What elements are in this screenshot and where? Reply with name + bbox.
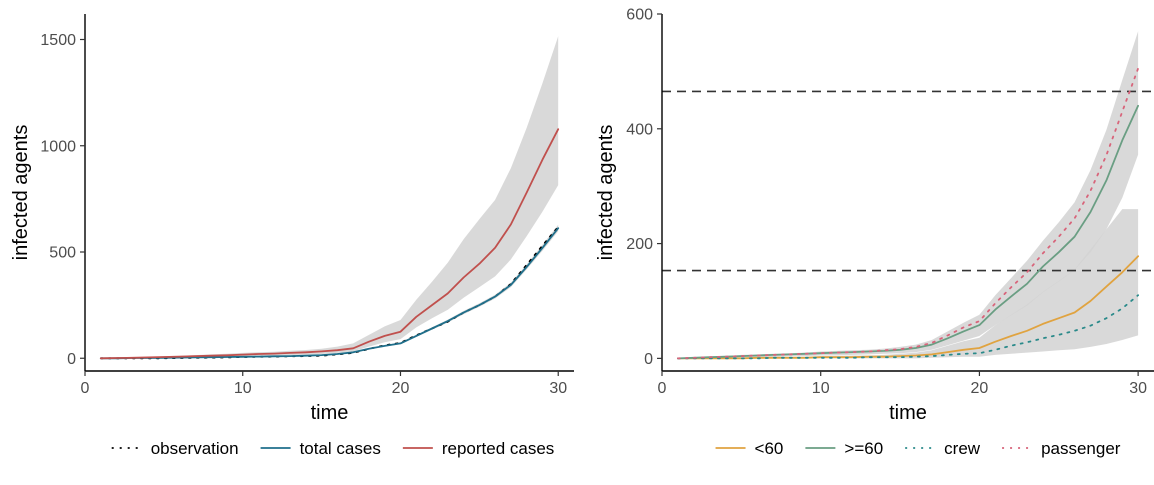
- y-tick-label: 500: [49, 245, 76, 262]
- x-tick-label: 30: [549, 380, 567, 397]
- y-tick-label: 0: [644, 351, 653, 368]
- legend-label-2: total cases: [300, 439, 381, 458]
- series-line-2: [677, 104, 1139, 360]
- legend-label-2: >=60: [844, 439, 883, 458]
- x-axis-title: time: [889, 402, 927, 424]
- y-axis-title: infected agents: [595, 125, 617, 261]
- y-tick-label: 1500: [40, 32, 76, 49]
- x-tick-label: 20: [971, 380, 989, 397]
- y-tick-label: 200: [626, 236, 653, 253]
- series-line-3: [677, 294, 1139, 360]
- x-tick-label: 10: [234, 380, 252, 397]
- chart-panel-1: 0 10 20 30 0 500 1000 1500 time infected agents ob…: [10, 14, 574, 458]
- legend: <60 >=60 crew passenger: [715, 439, 1121, 458]
- legend-label-3: crew: [944, 439, 981, 458]
- confidence-band-1: [677, 209, 1139, 359]
- series-line-3: [99, 128, 560, 360]
- confidence-band-3: [100, 36, 559, 359]
- legend: observation total cases reported cases: [111, 439, 554, 458]
- y-axis-title: infected agents: [10, 125, 32, 261]
- y-tick-label: 600: [626, 7, 653, 24]
- y-tick-label: 1000: [40, 138, 76, 155]
- chart-panel-2: 0 10 20 30 0 200 400 600 time infected agents <60 >…: [595, 7, 1154, 458]
- legend-label-4: passenger: [1041, 439, 1121, 458]
- legend-label-1: <60: [755, 439, 784, 458]
- legend-label-1: observation: [151, 439, 239, 458]
- x-tick-label: 20: [392, 380, 410, 397]
- series-line-1: [677, 255, 1139, 360]
- x-axis-title: time: [311, 402, 349, 424]
- x-tick-label: 10: [812, 380, 830, 397]
- series-line-2: [99, 227, 560, 360]
- legend-label-3: reported cases: [442, 439, 554, 458]
- x-tick-label: 0: [81, 380, 90, 397]
- y-tick-label: 400: [626, 121, 653, 138]
- x-tick-label: 0: [658, 380, 667, 397]
- y-tick-label: 0: [67, 351, 76, 368]
- x-tick-label: 30: [1129, 380, 1147, 397]
